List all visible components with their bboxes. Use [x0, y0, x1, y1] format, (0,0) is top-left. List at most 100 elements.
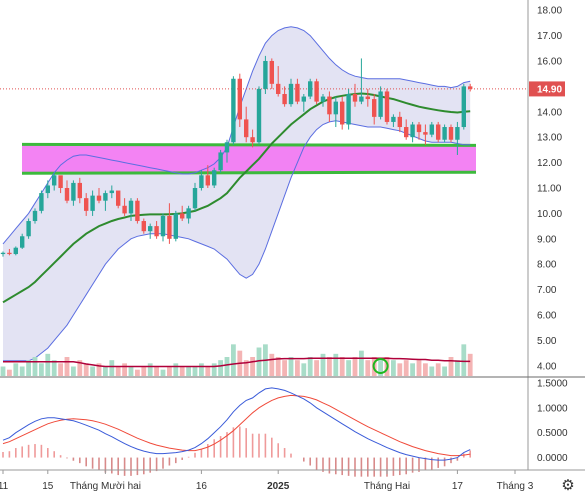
- candle-body: [129, 201, 133, 214]
- macd-panel[interactable]: [3, 388, 470, 477]
- candle[interactable]: [39, 191, 43, 214]
- volume-bar: [199, 363, 204, 376]
- time-tick-label: Tháng 3: [497, 481, 534, 492]
- volume-bar: [282, 360, 287, 376]
- candle-body: [417, 124, 421, 132]
- price-tick-label: 17.00: [537, 31, 562, 42]
- candle[interactable]: [385, 89, 389, 125]
- time-tick-label: Tháng Mười hai: [70, 481, 141, 492]
- settings-gear-icon[interactable]: ⚙: [559, 476, 577, 494]
- candle[interactable]: [174, 211, 178, 241]
- volume-bar: [71, 367, 76, 377]
- candle[interactable]: [26, 218, 30, 238]
- candle-body: [225, 142, 229, 152]
- candle[interactable]: [308, 79, 312, 99]
- candle-body: [468, 86, 472, 89]
- volume-bar: [250, 357, 255, 376]
- volume-bar: [449, 357, 454, 376]
- macd-tick-label: 0.0000: [537, 453, 568, 464]
- candle[interactable]: [218, 150, 222, 173]
- volume-bar: [122, 363, 127, 376]
- time-tick-label: 16: [196, 481, 208, 492]
- time-tick-label: 2025: [267, 481, 290, 492]
- candle-body: [366, 97, 370, 100]
- price-panel[interactable]: [0, 27, 528, 361]
- candle-body: [26, 221, 30, 236]
- volume-bar: [167, 367, 172, 377]
- volume-bar: [231, 344, 236, 376]
- candle-body: [122, 206, 126, 214]
- candle-body: [455, 127, 459, 140]
- volume-bar: [391, 360, 396, 376]
- volume-bar: [193, 367, 198, 377]
- candle-body: [135, 201, 139, 221]
- candle[interactable]: [257, 86, 261, 144]
- candle-body: [78, 183, 82, 198]
- volume-bar: [417, 360, 422, 376]
- volume-bar: [20, 367, 25, 377]
- candle[interactable]: [161, 213, 165, 241]
- candle-body: [167, 216, 171, 239]
- candle[interactable]: [212, 168, 216, 188]
- candle-body: [449, 127, 453, 140]
- volume-bar: [39, 363, 44, 376]
- candle[interactable]: [263, 56, 267, 94]
- candle-body: [270, 61, 274, 84]
- price-tick-label: 4.00: [537, 361, 557, 372]
- signal-line: [3, 395, 470, 455]
- volume-bar: [429, 367, 434, 377]
- volume-bar: [442, 367, 447, 377]
- candle-body: [90, 196, 94, 211]
- candle-body: [7, 253, 11, 254]
- candle-body: [186, 208, 190, 218]
- candle-body: [410, 124, 414, 137]
- candle-body: [84, 198, 88, 211]
- macd-tick-label: 0.5000: [537, 428, 568, 439]
- candle-body: [340, 102, 344, 125]
- candle-body: [263, 61, 267, 89]
- candle-body: [238, 79, 242, 120]
- volume-bar: [346, 360, 351, 376]
- volume-bar: [58, 363, 63, 376]
- volume-bar: [116, 367, 121, 377]
- volume-bar: [173, 363, 178, 376]
- price-tick-label: 13.00: [537, 133, 562, 144]
- candle-body: [148, 226, 152, 231]
- candle[interactable]: [449, 124, 453, 142]
- candle-body: [14, 248, 18, 254]
- candle[interactable]: [436, 122, 440, 142]
- volume-bar: [359, 351, 364, 376]
- volume-bar: [404, 360, 409, 376]
- candle[interactable]: [314, 79, 318, 104]
- volume-bar: [295, 360, 300, 376]
- candle-body: [174, 213, 178, 238]
- candle[interactable]: [442, 124, 446, 142]
- volume-bar: [135, 370, 140, 376]
- candle[interactable]: [231, 76, 235, 145]
- time-tick-label: 15: [42, 481, 54, 492]
- candle[interactable]: [346, 89, 350, 130]
- candle[interactable]: [462, 84, 466, 130]
- zone-top-line: [22, 144, 476, 145]
- candle[interactable]: [135, 198, 139, 223]
- candle-body: [385, 91, 389, 121]
- volume-bar: [410, 363, 415, 376]
- volume-panel[interactable]: [1, 344, 473, 376]
- volume-bar: [308, 357, 313, 376]
- candle-body: [218, 152, 222, 170]
- candle[interactable]: [14, 246, 18, 255]
- candle-body: [65, 188, 69, 201]
- candle[interactable]: [410, 122, 414, 142]
- price-tick-label: 16.00: [537, 56, 562, 67]
- volume-bar: [186, 367, 191, 377]
- time-tick-label: 11: [0, 481, 9, 492]
- volume-bar: [289, 357, 294, 376]
- candle[interactable]: [238, 74, 242, 127]
- candle[interactable]: [116, 191, 120, 209]
- candle-body: [250, 137, 254, 142]
- volume-bar: [276, 357, 281, 376]
- candle-body: [391, 117, 395, 122]
- price-tick-label: 9.00: [537, 234, 557, 245]
- volume-bar: [468, 354, 473, 376]
- volume-bar: [103, 367, 108, 377]
